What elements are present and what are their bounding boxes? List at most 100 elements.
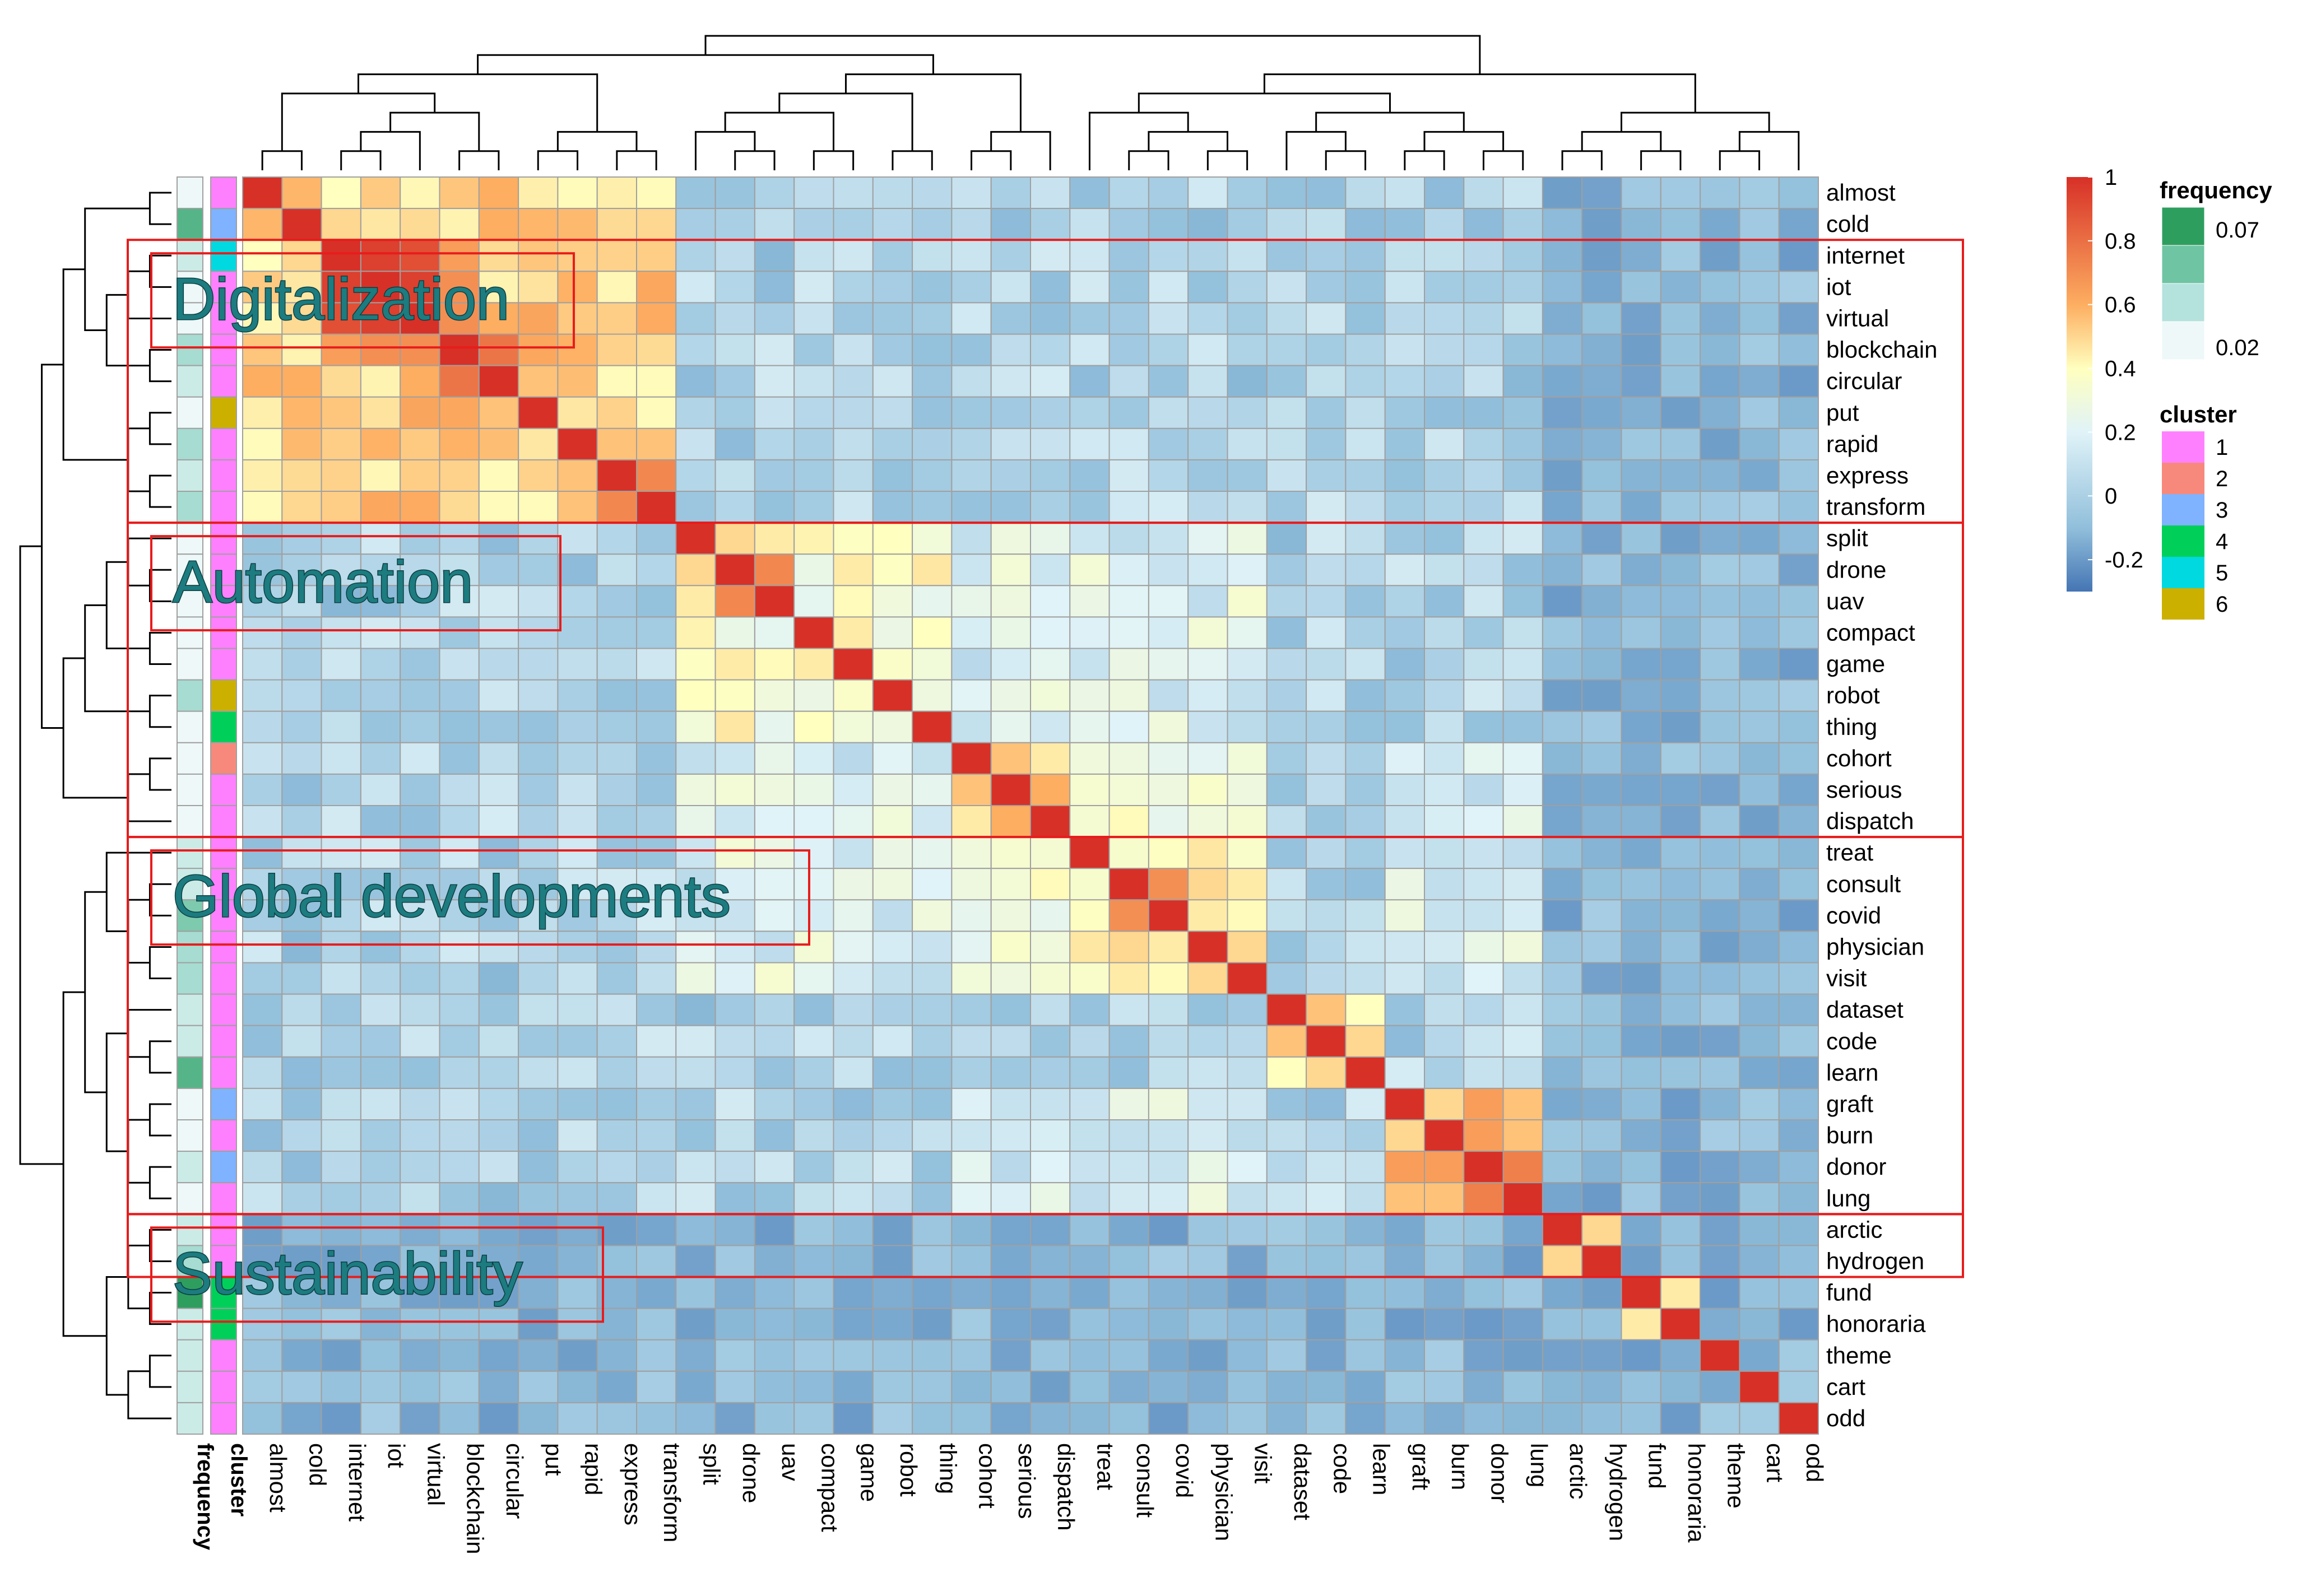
cluster-cell	[210, 679, 237, 712]
heatmap-cell	[1424, 1402, 1465, 1435]
heatmap-cell	[1069, 868, 1110, 901]
heatmap-cell	[557, 176, 598, 210]
heatmap-cell	[1384, 459, 1425, 492]
heatmap-cell	[912, 459, 953, 492]
heatmap-cell	[1463, 836, 1504, 869]
heatmap-cell	[1069, 333, 1110, 366]
heatmap-cell	[1424, 302, 1465, 335]
heatmap-cell	[1345, 365, 1386, 398]
heatmap-cell	[793, 1245, 834, 1278]
heatmap-cell	[1660, 459, 1701, 492]
heatmap-cell	[1463, 491, 1504, 524]
heatmap-cell	[636, 1370, 677, 1403]
cluster-swatch	[2162, 557, 2204, 588]
frequency-cell	[177, 176, 203, 210]
heatmap-cell	[1306, 710, 1347, 743]
heatmap-cell	[321, 1339, 361, 1372]
heatmap-cell	[1030, 585, 1071, 618]
heatmap-cell	[1384, 271, 1425, 304]
heatmap-cell	[793, 302, 834, 335]
heatmap-cell	[1542, 459, 1583, 492]
heatmap-cell	[1227, 1307, 1268, 1341]
row-label: code	[1826, 1028, 1877, 1054]
heatmap-cell	[754, 1245, 795, 1278]
heatmap-cell	[951, 805, 992, 838]
heatmap-cell	[1030, 459, 1071, 492]
heatmap-cell	[675, 459, 716, 492]
heatmap-cell	[1345, 491, 1386, 524]
heatmap-cell	[951, 648, 992, 681]
heatmap-cell	[1502, 1245, 1543, 1278]
heatmap-cell	[1266, 522, 1307, 555]
heatmap-cell	[1621, 302, 1661, 335]
row-label: serious	[1826, 776, 1902, 803]
heatmap-cell	[281, 333, 322, 366]
heatmap-cell	[951, 930, 992, 964]
heatmap-cell	[636, 396, 677, 429]
heatmap-cell	[1227, 962, 1268, 995]
heatmap-cell	[518, 459, 559, 492]
cluster-legend-label: 4	[2216, 529, 2228, 554]
heatmap-cell	[1030, 710, 1071, 743]
heatmap-cell	[360, 899, 401, 932]
row-label: lung	[1826, 1185, 1870, 1211]
heatmap-cell	[1778, 993, 1819, 1026]
heatmap-cell	[1108, 239, 1149, 272]
heatmap-cell	[439, 208, 480, 241]
heatmap-cell	[1384, 1119, 1425, 1152]
heatmap-cell	[675, 585, 716, 618]
heatmap-cell	[1502, 1402, 1543, 1435]
heatmap-cell	[518, 993, 559, 1026]
frequency-cell	[177, 491, 203, 524]
group-label: Global developments	[173, 863, 731, 929]
heatmap-cell	[1542, 868, 1583, 901]
frequency-cell	[177, 805, 203, 838]
column-label: dataset	[1289, 1443, 1316, 1520]
heatmap-cell	[400, 1087, 440, 1121]
frequency-column-label: frequency	[193, 1443, 217, 1551]
heatmap-cell	[1581, 302, 1622, 335]
heatmap-cell	[400, 1025, 440, 1058]
heatmap-cell	[675, 710, 716, 743]
heatmap-cell	[1424, 930, 1465, 964]
heatmap-cell	[1542, 742, 1583, 775]
heatmap-cell	[912, 302, 953, 335]
heatmap-cell	[1030, 836, 1071, 869]
heatmap-cell	[833, 585, 874, 618]
heatmap-cell	[1542, 1119, 1583, 1152]
heatmap-cell	[1502, 1151, 1543, 1184]
heatmap-cell	[281, 491, 322, 524]
heatmap-cell	[596, 585, 637, 618]
heatmap-cell	[1345, 930, 1386, 964]
heatmap-cell	[1502, 773, 1543, 807]
heatmap-cell	[1700, 899, 1740, 932]
heatmap-cell	[1581, 176, 1622, 210]
heatmap-cell	[754, 239, 795, 272]
heatmap-cell	[1739, 648, 1780, 681]
heatmap-cell	[833, 1151, 874, 1184]
column-label: cold	[305, 1443, 331, 1486]
heatmap-cell	[281, 396, 322, 429]
heatmap-cell	[478, 1151, 519, 1184]
heatmap-cell	[518, 239, 559, 272]
cluster-cell	[210, 1151, 237, 1184]
heatmap-cell	[1581, 805, 1622, 838]
heatmap-cell	[833, 553, 874, 587]
heatmap-cell	[242, 1119, 283, 1152]
heatmap-cell	[478, 459, 519, 492]
heatmap-cell	[1030, 1182, 1071, 1215]
heatmap-cell	[1581, 773, 1622, 807]
heatmap-cell	[1266, 993, 1307, 1026]
heatmap-cell	[1739, 1276, 1780, 1309]
heatmap-cell	[1542, 176, 1583, 210]
heatmap-cell	[1108, 1370, 1149, 1403]
heatmap-cell	[872, 1307, 913, 1341]
heatmap-cell	[951, 396, 992, 429]
column-label: compact	[816, 1443, 843, 1532]
heatmap-cell	[1621, 427, 1661, 460]
heatmap-cell	[1502, 868, 1543, 901]
row-label: fund	[1826, 1279, 1872, 1306]
row-label: odd	[1826, 1405, 1865, 1431]
heatmap-cell	[439, 333, 480, 366]
frequency-cell	[177, 648, 203, 681]
